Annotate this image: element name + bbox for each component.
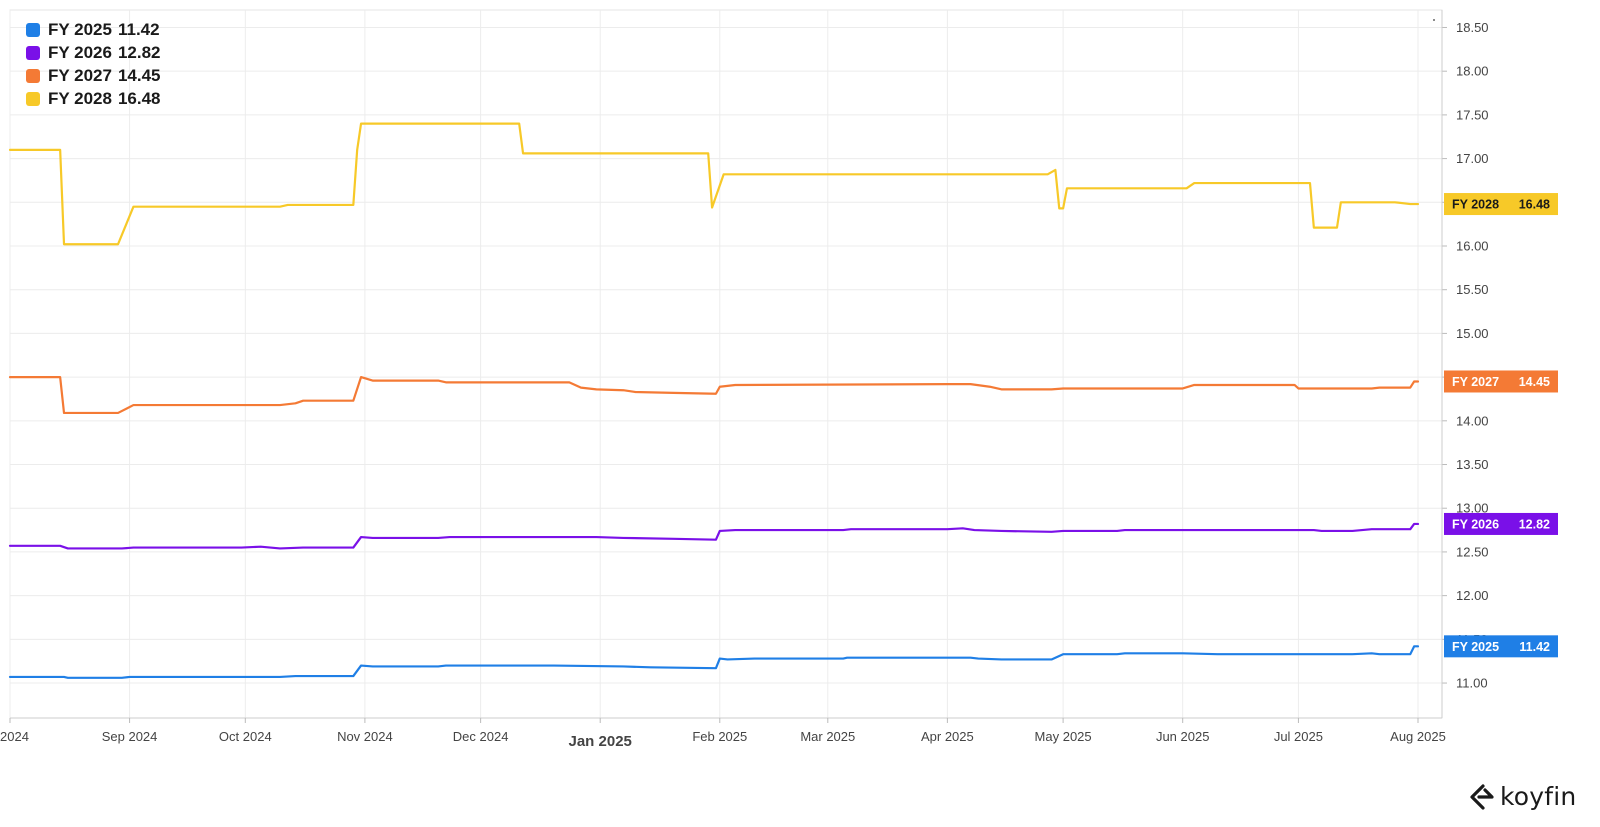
grid-layer: [9, 9, 1443, 719]
legend-swatch: [26, 68, 40, 83]
x-tick-label: Jun 2025: [1156, 729, 1210, 744]
x-tick-label: Jan 2025: [569, 733, 632, 750]
y-tick-label: 12.00: [1456, 588, 1489, 603]
value-tag-label: FY 2027: [1452, 375, 1499, 389]
legend-swatch: [26, 22, 40, 37]
value-tag-value: 16.48: [1519, 198, 1550, 212]
x-tick-label: Nov 2024: [337, 729, 393, 744]
x-tick-label: Feb 2025: [692, 729, 747, 744]
value-tag-bg: [1444, 512, 1558, 535]
legend-label: FY 2027: [48, 65, 112, 85]
y-tick-label: 17.50: [1456, 107, 1489, 122]
y-tick-label: 16.00: [1456, 239, 1489, 254]
y-tick-label: 18.00: [1456, 64, 1489, 79]
value-tag-value: 14.45: [1519, 375, 1550, 389]
value-tag-fy-2025: FY 2025 11.42: [1444, 635, 1558, 658]
y-tick-label: 15.50: [1456, 282, 1489, 297]
y-tick-label: 18.50: [1456, 20, 1489, 35]
value-tag-fy-2027: FY 2027 14.45: [1444, 370, 1558, 393]
value-tag-fy-2028: FY 2028 16.48: [1444, 193, 1558, 216]
corner-dot: [1433, 19, 1435, 21]
legend-swatch: [26, 91, 40, 106]
value-tag-value: 12.82: [1519, 517, 1550, 531]
y-tick-label: 17.00: [1456, 151, 1489, 166]
logo-text: koyfin: [1500, 782, 1577, 811]
y-tick-label: 11.00: [1456, 676, 1488, 691]
x-tick-label: May 2025: [1035, 729, 1092, 744]
x-tick-label: Sep 2024: [102, 729, 158, 744]
x-tick-label: 2024: [0, 729, 29, 744]
koyfin-logo-icon: [1470, 783, 1494, 810]
value-tag-label: FY 2026: [1452, 517, 1499, 531]
value-tag-fy-2026: FY 2026 12.82: [1444, 512, 1558, 535]
legend: FY 2025 11.42 FY 2026 12.82 FY 2027 14.4…: [26, 18, 161, 110]
koyfin-logo: koyfin: [1468, 782, 1576, 811]
series-line-fy-2027[interactable]: [8, 376, 1420, 415]
legend-item-fy-2025[interactable]: FY 2025 11.42: [26, 18, 161, 41]
value-tag-label: FY 2025: [1452, 640, 1499, 654]
series-line-fy-2028[interactable]: [8, 122, 1420, 246]
series-line-fy-2025[interactable]: [8, 645, 1420, 679]
series-layer: [8, 122, 1420, 679]
value-tag-label: FY 2028: [1452, 198, 1499, 212]
y-tick-label: 15.00: [1456, 326, 1489, 341]
legend-label: FY 2025: [48, 19, 112, 39]
legend-value: 12.82: [117, 42, 161, 62]
x-tick-label: Apr 2025: [921, 729, 974, 744]
legend-swatch: [26, 45, 40, 60]
value-tag-bg: [1444, 635, 1558, 658]
legend-item-fy-2027[interactable]: FY 2027 14.45: [26, 64, 161, 87]
x-tick-label: Jul 2025: [1274, 729, 1323, 744]
legend-value: 11.42: [117, 19, 160, 39]
legend-label: FY 2026: [48, 42, 112, 62]
value-tag-value: 11.42: [1519, 640, 1550, 654]
x-tick-label: Dec 2024: [453, 729, 509, 744]
legend-value: 16.48: [117, 88, 161, 108]
x-tick-label: Mar 2025: [800, 729, 855, 744]
y-tick-label: 13.00: [1456, 501, 1489, 516]
plot-frame: [9, 9, 1443, 719]
legend-item-fy-2028[interactable]: FY 2028 16.48: [26, 87, 161, 110]
y-tick-label: 12.50: [1456, 544, 1489, 559]
legend-value: 14.45: [117, 65, 161, 85]
x-tick-label: Aug 2025: [1390, 729, 1446, 744]
y-tick-label: 13.50: [1456, 457, 1489, 472]
series-line-fy-2026[interactable]: [8, 522, 1420, 550]
x-tick-label: Oct 2024: [219, 729, 272, 744]
value-tag-bg: [1444, 370, 1558, 393]
legend-item-fy-2026[interactable]: FY 2026 12.82: [26, 41, 161, 64]
value-tag-bg: [1444, 193, 1558, 216]
legend-label: FY 2028: [48, 88, 112, 108]
y-tick-label: 14.00: [1456, 413, 1489, 428]
